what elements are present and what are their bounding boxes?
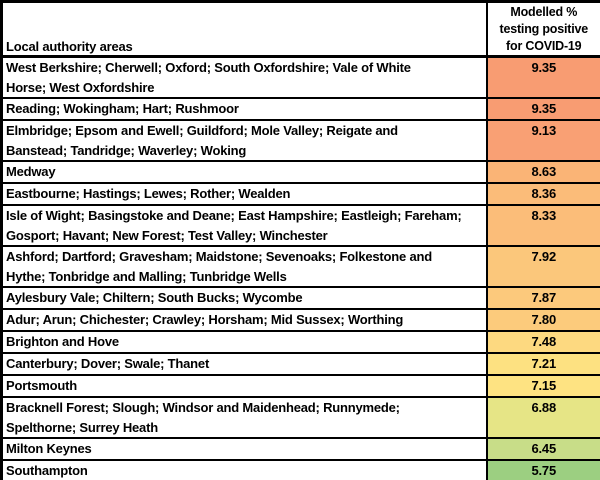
- area-cell: Bracknell Forest; Slough; Windsor and Ma…: [0, 396, 488, 439]
- area-cell: Adur; Arun; Chichester; Crawley; Horsham…: [0, 308, 488, 332]
- area-cell: Milton Keynes: [0, 437, 488, 461]
- table-row: Southampton 5.75: [0, 459, 600, 480]
- area-cell: Southampton: [0, 459, 488, 480]
- table-row: Brighton and Hove 7.48: [0, 330, 600, 354]
- area-cell: Portsmouth: [0, 374, 488, 398]
- table-row: Portsmouth 7.15: [0, 374, 600, 398]
- table-row: Bracknell Forest; Slough; Windsor and Ma…: [0, 396, 600, 439]
- table-row: Reading; Wokingham; Hart; Rushmoor 9.35: [0, 97, 600, 121]
- value-cell: 7.48: [485, 330, 600, 354]
- area-cell: West Berkshire; Cherwell; Oxford; South …: [0, 55, 488, 99]
- header-row: Local authority areas Modelled % testing…: [0, 0, 600, 58]
- table-row: Canterbury; Dover; Swale; Thanet 7.21: [0, 352, 600, 376]
- value-cell: 6.45: [485, 437, 600, 461]
- area-cell: Elmbridge; Epsom and Ewell; Guildford; M…: [0, 119, 488, 162]
- value-cell: 7.21: [485, 352, 600, 376]
- value-cell: 5.75: [485, 459, 600, 480]
- table-row: Aylesbury Vale; Chiltern; South Bucks; W…: [0, 286, 600, 310]
- value-cell: 7.80: [485, 308, 600, 332]
- table-row: Isle of Wight; Basingstoke and Deane; Ea…: [0, 204, 600, 247]
- value-cell: 8.36: [485, 182, 600, 206]
- area-cell: Medway: [0, 160, 488, 184]
- table-row: Medway 8.63: [0, 160, 600, 184]
- value-cell: 9.35: [485, 97, 600, 121]
- area-cell: Brighton and Hove: [0, 330, 488, 354]
- value-cell: 6.88: [485, 396, 600, 439]
- table-row: Eastbourne; Hastings; Lewes; Rother; Wea…: [0, 182, 600, 206]
- table-row: Adur; Arun; Chichester; Crawley; Horsham…: [0, 308, 600, 332]
- area-cell: Reading; Wokingham; Hart; Rushmoor: [0, 97, 488, 121]
- value-column-header: Modelled % testing positive for COVID-19: [485, 0, 600, 58]
- value-cell: 7.87: [485, 286, 600, 310]
- value-cell: 7.15: [485, 374, 600, 398]
- areas-column-header: Local authority areas: [0, 0, 488, 58]
- value-cell: 9.13: [485, 119, 600, 162]
- area-cell: Isle of Wight; Basingstoke and Deane; Ea…: [0, 204, 488, 247]
- value-cell: 8.63: [485, 160, 600, 184]
- table-row: Ashford; Dartford; Gravesham; Maidstone;…: [0, 245, 600, 288]
- area-cell: Canterbury; Dover; Swale; Thanet: [0, 352, 488, 376]
- area-cell: Ashford; Dartford; Gravesham; Maidstone;…: [0, 245, 488, 288]
- table-body: West Berkshire; Cherwell; Oxford; South …: [0, 55, 600, 480]
- value-cell: 8.33: [485, 204, 600, 247]
- table-row: West Berkshire; Cherwell; Oxford; South …: [0, 55, 600, 99]
- table-row: Milton Keynes 6.45: [0, 437, 600, 461]
- table-row: Elmbridge; Epsom and Ewell; Guildford; M…: [0, 119, 600, 162]
- area-cell: Eastbourne; Hastings; Lewes; Rother; Wea…: [0, 182, 488, 206]
- area-cell: Aylesbury Vale; Chiltern; South Bucks; W…: [0, 286, 488, 310]
- value-cell: 7.92: [485, 245, 600, 288]
- value-cell: 9.35: [485, 55, 600, 99]
